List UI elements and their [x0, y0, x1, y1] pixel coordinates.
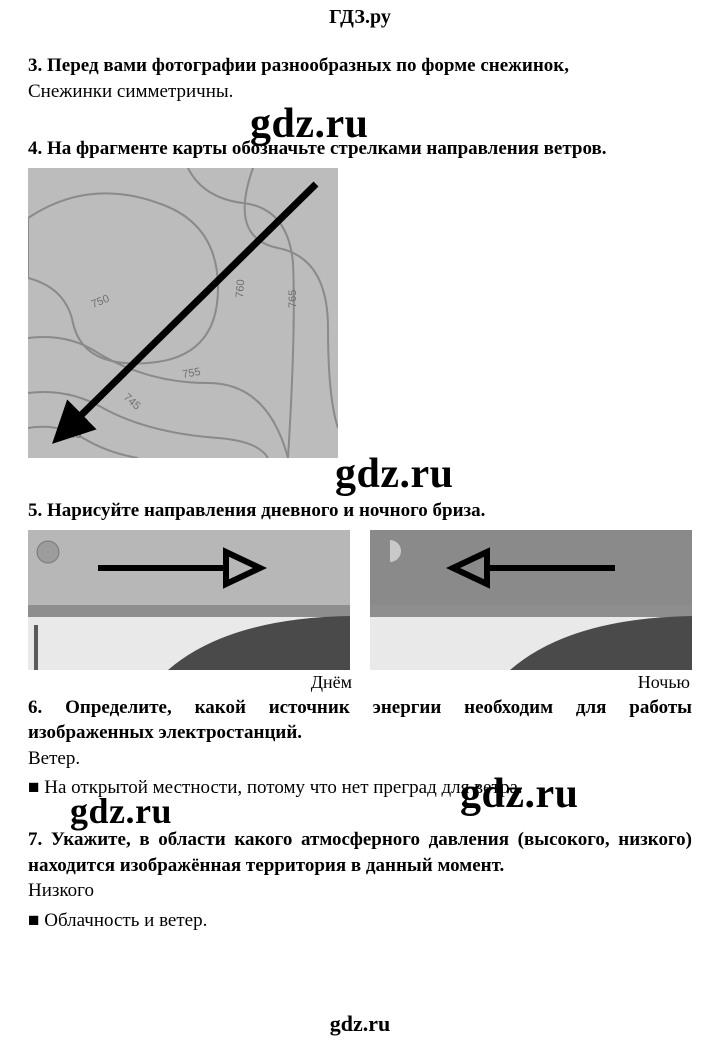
q5-prompt: 5. Нарисуйте направления дневного и ночн…	[28, 500, 485, 521]
q3-prompt: 3. Перед вами фотографии разнообразных п…	[28, 55, 569, 76]
svg-text:765: 765	[287, 290, 299, 308]
q6-answer: Ветер.	[28, 746, 692, 772]
breeze-captions: Днём Ночью	[28, 672, 692, 693]
breeze-night-panel	[370, 530, 692, 670]
q7-prompt: 7. Укажите, в области какого атмосферног…	[28, 829, 692, 876]
pressure-map: 765 760 755 750 745 740	[28, 168, 338, 458]
question-7: 7. Укажите, в области какого атмосферног…	[28, 827, 692, 878]
q3-answer: Снежинки симметричны.	[28, 79, 692, 105]
q6-prompt: 6. Определите, какой источник энергии не…	[28, 697, 692, 744]
breeze-row	[28, 530, 692, 670]
map-svg: 765 760 755 750 745 740	[28, 168, 338, 458]
q4-prompt: 4. На фрагменте карты обозначьте стрелка…	[28, 138, 607, 159]
breeze-night-svg	[370, 530, 692, 670]
caption-night: Ночью	[368, 672, 690, 693]
q7-bullet: Облачность и ветер.	[28, 908, 692, 934]
svg-text:760: 760	[234, 279, 247, 298]
q7-answer: Низкого	[28, 878, 692, 904]
footer-watermark: gdz.ru	[0, 1011, 720, 1037]
breeze-day-svg	[28, 530, 350, 670]
watermark-2: gdz.ru	[335, 450, 454, 498]
question-4: 4. На фрагменте карты обозначьте стрелка…	[28, 136, 692, 162]
breeze-day-panel	[28, 530, 350, 670]
q6-bullet: На открытой местности, потому что нет пр…	[28, 775, 692, 801]
site-header: ГДЗ.ру	[28, 0, 692, 39]
question-6: 6. Определите, какой источник энергии не…	[28, 695, 692, 746]
question-5: 5. Нарисуйте направления дневного и ночн…	[28, 498, 692, 524]
question-3: 3. Перед вами фотографии разнообразных п…	[28, 53, 692, 79]
caption-day: Днём	[30, 672, 352, 693]
page: ГДЗ.ру 3. Перед вами фотографии разнообр…	[0, 0, 720, 1043]
